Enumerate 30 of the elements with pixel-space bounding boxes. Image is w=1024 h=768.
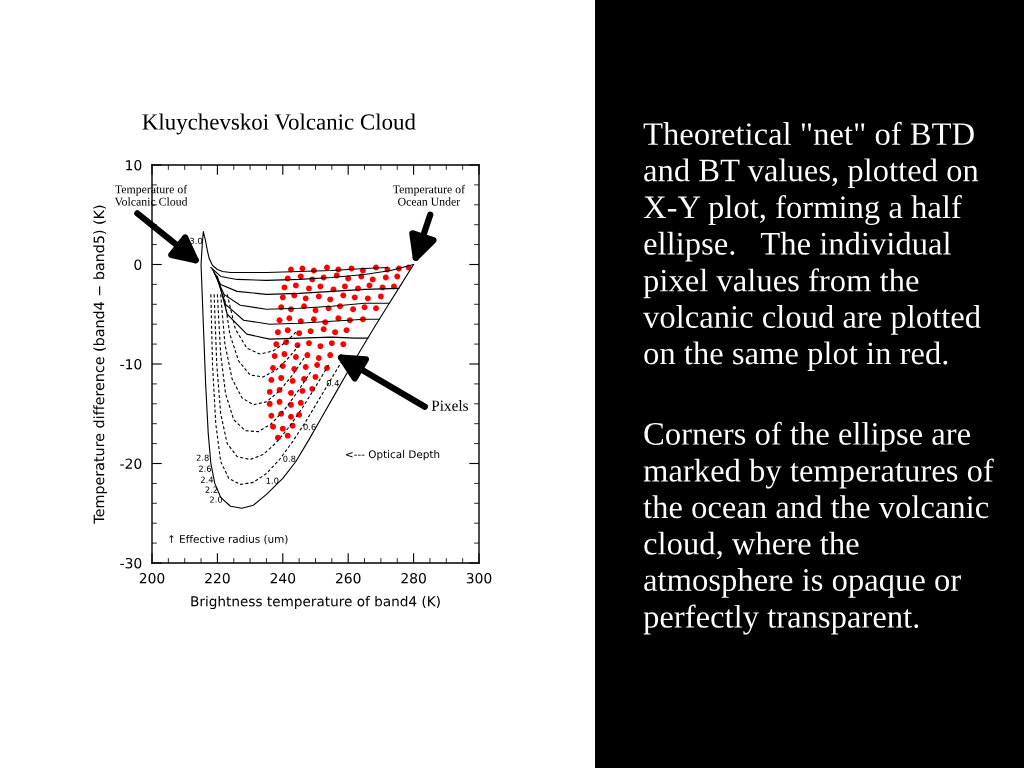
y-tick-label: 10	[126, 159, 142, 171]
annotation: 3.0	[190, 237, 203, 245]
annotation: 0.8	[283, 455, 296, 462]
text: Theoretical "net" of BTD and BT values, plotted on X-Y plot, forming a half ellipse. The individual pixel values from the volcanic cloud are plotted on the same plot in red.	[643, 121, 981, 372]
x-axis-title: Brightness temperature of band4 (K)	[191, 595, 440, 610]
annotation: 2.0	[210, 496, 223, 503]
annotation: 0.4	[326, 380, 339, 387]
annotation: 2.4	[200, 476, 214, 483]
x-tick-label: 300	[466, 572, 492, 584]
y-tick-label: 0	[134, 259, 142, 270]
y-tick-label: -30	[120, 557, 142, 569]
text: Corners of the ellipse are marked by temperatures of the ocean and the volcanic cloud, where the atmosphere is opaque or perfectly transparent.	[643, 421, 994, 635]
annotation: 2.2	[205, 486, 218, 493]
annotation: <--- Optical Depth	[346, 450, 440, 461]
annotation: Temperature of Ocean Under	[392, 184, 466, 206]
annotation: Pixels	[431, 400, 469, 411]
y-tick-label: -20	[120, 458, 142, 469]
annotation: 2.8	[196, 454, 209, 461]
annotation: 1.0	[266, 477, 279, 484]
x-tick-label: 220	[205, 572, 230, 584]
x-tick-label: 240	[270, 572, 296, 584]
x-tick-label: 280	[401, 572, 426, 584]
annotation: 2.6	[198, 465, 212, 472]
y-axis-title: Temperature difference (band4 − band5) (K)	[93, 205, 108, 524]
annotation: ↑ Effective radius (um)	[169, 534, 288, 545]
x-tick-label: 260	[335, 572, 361, 584]
chart-title: Kluychevskoi Volcanic Cloud	[142, 113, 416, 135]
annotation: 0.6	[303, 423, 316, 431]
y-tick-label: -10	[120, 358, 142, 370]
x-tick-label: 200	[139, 572, 165, 584]
